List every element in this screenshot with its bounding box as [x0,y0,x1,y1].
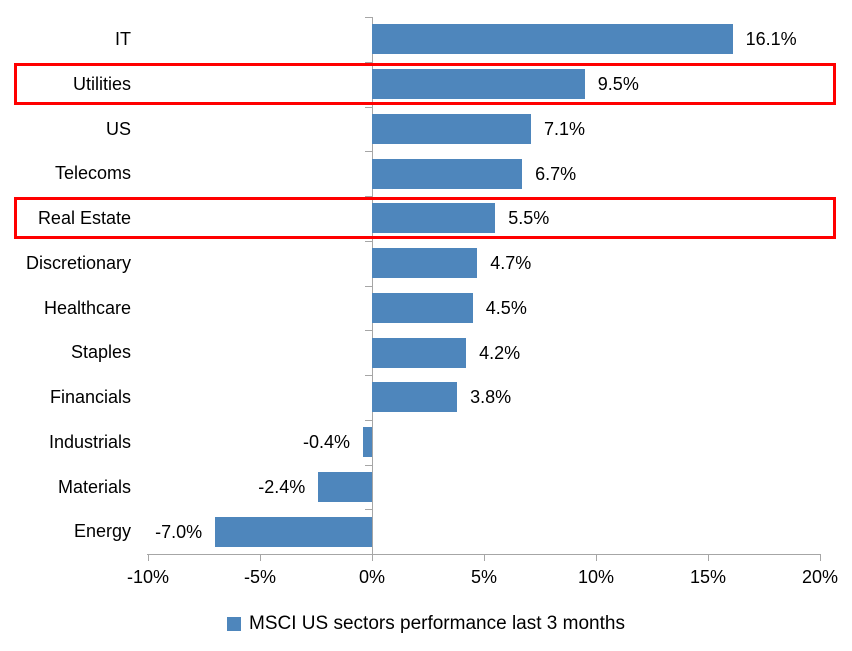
value-label: 4.2% [479,342,521,363]
legend-marker-icon [227,617,242,631]
category-label: IT [115,29,131,49]
value-label: 4.5% [485,297,527,318]
category-tick [365,151,372,153]
category-label: Real Estate [37,208,131,228]
x-tick-label: 5% [470,567,497,587]
category-label: Materials [57,476,131,497]
chart-legend: MSCI US sectors performance last 3 month… [0,611,852,637]
category-label: Utilities [72,73,131,94]
category-tick [365,240,372,242]
bar [372,203,496,234]
x-tick [820,554,821,561]
x-tick-label: 0% [358,567,385,587]
bar [372,24,733,55]
bar [372,292,473,323]
highlight-box [14,197,836,240]
category-tick [365,375,372,376]
value-label: 9.5% [597,74,639,95]
category-tick [365,106,372,108]
x-tick-label: 20% [801,567,839,587]
value-label: 4.7% [490,253,532,274]
bar [372,113,532,144]
category-tick [365,61,372,63]
bar [372,248,478,279]
category-label: Energy [73,521,131,542]
x-tick [708,554,709,561]
y-axis-line [372,17,373,554]
category-tick [365,464,372,466]
bar [372,158,523,189]
category-label: Financials [49,387,131,407]
x-tick [260,554,261,561]
value-label: 6.7% [535,163,577,184]
category-tick [365,330,372,332]
category-tick [365,509,372,511]
x-tick [484,554,485,561]
x-axis-line [147,554,820,555]
category-label: Staples [70,342,131,363]
value-label: 16.1% [745,29,797,50]
category-label: Industrials [48,431,131,452]
highlight-box [14,62,836,105]
x-tick [596,554,597,561]
value-label: -0.4% [303,432,351,453]
category-tick [365,285,372,287]
bar [215,516,372,547]
value-label: 3.8% [470,387,512,408]
category-tick [365,17,372,18]
category-label: US [105,118,131,139]
category-label: Healthcare [43,297,131,318]
bar [372,337,467,368]
legend-label: MSCI US sectors performance last 3 month… [249,613,625,634]
x-tick-label: 10% [577,567,615,587]
category-label: Telecoms [54,163,131,184]
bar [363,427,372,458]
bar [318,471,372,502]
category-tick [365,419,372,421]
value-label: -7.0% [155,521,203,542]
bar [372,69,585,100]
value-label: 7.1% [544,118,586,139]
category-label: Discretionary [25,252,131,273]
x-tick [372,554,373,561]
x-tick-label: -5% [243,567,276,587]
value-label: -2.4% [258,476,306,497]
x-tick-label: -10% [126,567,170,587]
category-tick [365,196,372,197]
value-label: 5.5% [508,208,550,229]
category-tick [365,554,372,555]
x-tick-label: 15% [689,567,727,587]
bar [372,382,458,413]
x-tick [148,554,149,561]
